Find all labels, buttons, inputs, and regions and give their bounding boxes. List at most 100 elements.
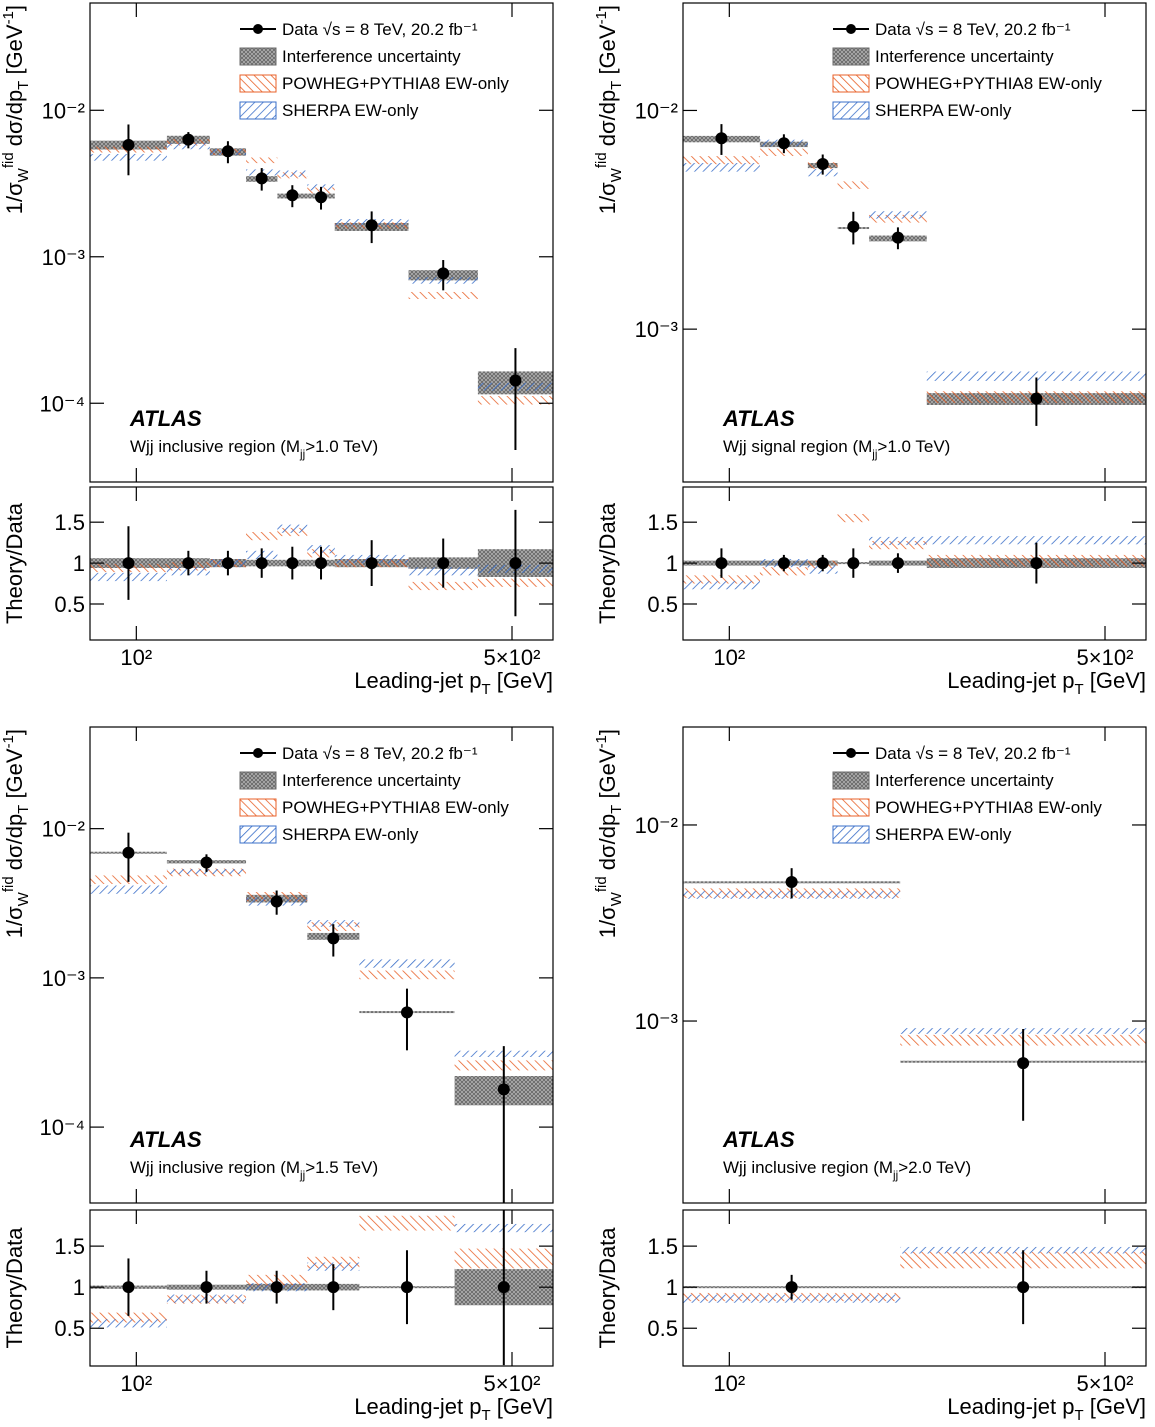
legend-label: Interference uncertainty (875, 771, 1054, 790)
ratio-y-axis-label: Theory/Data (595, 1227, 620, 1349)
ratio-point (1017, 1281, 1030, 1294)
y-axis-label: 1/σWfid dσ/dpT [GeV-1] (0, 729, 32, 938)
data-point (286, 189, 299, 202)
region-label: Wjj signal region (Mjj>1.0 TeV) (723, 437, 950, 461)
text-segment: W (608, 167, 625, 182)
legend-marker (253, 748, 263, 758)
text-segment: dσ/dp (2, 90, 27, 153)
region-label: Wjj inclusive region (Mjj>1.0 TeV) (130, 437, 378, 461)
legend-label: SHERPA EW-only (282, 101, 419, 120)
ratio-band (359, 1215, 455, 1231)
ratio-point (715, 557, 728, 570)
text-segment: [GeV (595, 24, 620, 81)
data-point (221, 145, 234, 158)
ratio-point (122, 1281, 135, 1294)
band (926, 371, 1146, 381)
text-segment: fid (0, 152, 17, 168)
ratio-y-tick-label: 1 (666, 1275, 678, 1300)
legend-label: SHERPA EW-only (875, 825, 1012, 844)
ratio-y-tick-label: 0.5 (54, 1316, 85, 1341)
legend-swatch (239, 798, 277, 817)
x-tick-label: 5×10² (484, 1371, 541, 1396)
data-point (122, 138, 135, 151)
legend-label: POWHEG+PYTHIA8 EW-only (282, 74, 509, 93)
main-plot (683, 868, 1146, 1121)
legend-swatch (832, 47, 870, 66)
ratio-frame (89, 1209, 554, 1367)
text-segment: T (15, 81, 32, 90)
text-segment: dσ/dp (595, 814, 620, 877)
atlas-label: ATLAS (722, 1127, 795, 1152)
y-tick-label: 10⁻² (635, 813, 678, 838)
y-tick-label: 10⁻⁴ (39, 391, 85, 416)
text-segment: dσ/dp (2, 814, 27, 877)
band (408, 291, 478, 299)
text-segment: -1 (0, 735, 17, 748)
plot-frame (682, 726, 1147, 1204)
ratio-y-tick-label: 0.5 (647, 592, 678, 617)
ratio-plot (683, 514, 1146, 590)
y-tick-label: 10⁻³ (42, 245, 85, 270)
ratio-band (90, 1319, 167, 1328)
text-segment: ] (2, 5, 27, 11)
text-segment: 1/σ (595, 906, 620, 938)
text-segment: [GeV] (1084, 668, 1146, 693)
text-segment: ] (595, 5, 620, 11)
text-segment: dσ/dp (595, 90, 620, 153)
text-segment: jj (299, 449, 305, 461)
band (869, 214, 927, 223)
data-point (497, 1083, 510, 1096)
main-plot (90, 832, 553, 1203)
text-segment: [GeV] (491, 668, 553, 693)
text-segment: -1 (593, 11, 610, 24)
legend-label: POWHEG+PYTHIA8 EW-only (875, 74, 1102, 93)
ratio-frame (682, 1209, 1147, 1367)
ratio-point (400, 1281, 413, 1294)
x-axis-label: Leading-jet pT [GeV] (947, 1394, 1146, 1424)
legend-swatch (239, 825, 277, 844)
band (683, 163, 760, 172)
data-point (182, 133, 195, 146)
data-point (315, 191, 328, 204)
text-segment: >1.0 TeV) (305, 437, 378, 456)
legend-swatch (832, 101, 870, 120)
atlas-label: ATLAS (722, 406, 795, 431)
x-tick-label: 10² (120, 1371, 152, 1396)
x-tick-label: 10² (713, 645, 745, 670)
ratio-point (816, 557, 829, 570)
ratio-y-tick-label: 1.5 (647, 510, 678, 535)
data-point (270, 895, 283, 908)
band (307, 920, 360, 927)
ratio-plot (90, 509, 553, 617)
ratio-y-tick-label: 0.5 (54, 592, 85, 617)
text-segment: 1/σ (595, 182, 620, 214)
ratio-band (926, 536, 1146, 545)
ratio-point (497, 1281, 510, 1294)
main-plot (90, 124, 553, 450)
data-point (847, 220, 860, 233)
text-segment: -1 (0, 11, 17, 24)
y-tick-label: 10⁻³ (635, 317, 678, 342)
text-segment: W (608, 891, 625, 906)
text-segment: Wjj inclusive region (M (130, 437, 300, 456)
y-tick-label: 10⁻² (42, 98, 85, 123)
ratio-point (891, 557, 904, 570)
ratio-point (221, 557, 234, 570)
data-point (327, 932, 340, 945)
ratio-point (255, 557, 268, 570)
legend-marker (846, 748, 856, 758)
text-segment: T (608, 805, 625, 814)
text-segment: W (15, 167, 32, 182)
text-segment: fid (0, 876, 17, 892)
ratio-point (327, 1281, 340, 1294)
text-segment: Leading-jet p (947, 668, 1074, 693)
band (683, 156, 760, 165)
text-segment: fid (593, 876, 610, 892)
text-segment: [GeV (2, 748, 27, 805)
x-axis-label: Leading-jet pT [GeV] (354, 1394, 553, 1424)
text-segment: fid (593, 152, 610, 168)
ratio-y-tick-label: 1.5 (647, 1234, 678, 1259)
legend-label: Interference uncertainty (282, 47, 461, 66)
ratio-band (837, 514, 870, 523)
y-tick-label: 10⁻³ (42, 966, 85, 991)
